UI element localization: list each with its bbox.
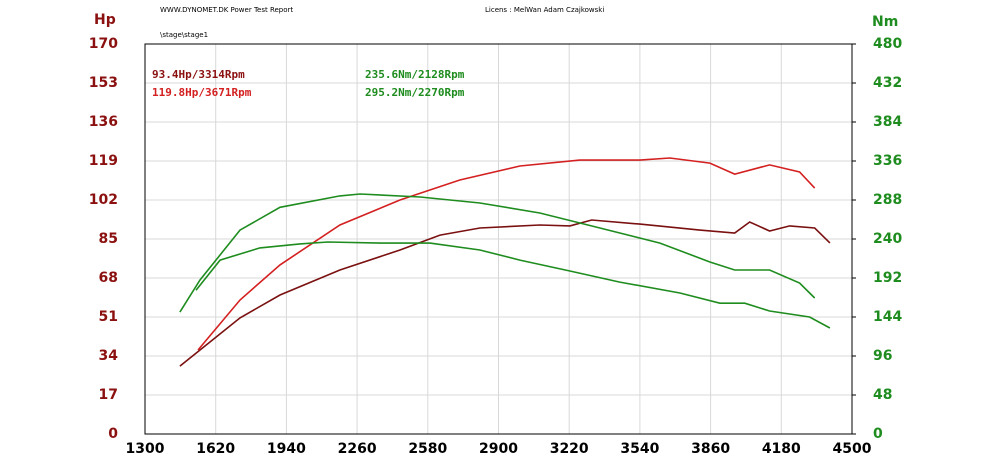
plot-frame bbox=[144, 43, 853, 435]
x-tick-label: 1620 bbox=[196, 441, 235, 457]
x-tick-label: 3220 bbox=[550, 441, 589, 457]
series-line bbox=[179, 193, 816, 313]
annotation: 93.4Hp/3314Rpm bbox=[152, 68, 245, 81]
y-tick-label: 0 bbox=[108, 426, 118, 442]
y-tick-label: 136 bbox=[89, 114, 118, 130]
y2-tick-label: 144 bbox=[873, 309, 902, 325]
y-tick-label: 119 bbox=[89, 153, 118, 169]
y-tick-label: 102 bbox=[89, 192, 118, 208]
y2-tick-label: 432 bbox=[873, 75, 902, 91]
series-line bbox=[195, 241, 831, 329]
y-axis-label: Hp bbox=[94, 12, 116, 28]
x-tick-label: 2580 bbox=[408, 441, 447, 457]
x-tick-label: 1300 bbox=[126, 441, 165, 457]
y-tick-label: 153 bbox=[89, 75, 118, 91]
y-tick-label: 17 bbox=[99, 387, 118, 403]
y2-tick-label: 336 bbox=[873, 153, 902, 169]
y2-tick-label: 96 bbox=[873, 348, 892, 364]
y-tick-label: 51 bbox=[99, 309, 118, 325]
y2-tick-label: 48 bbox=[873, 387, 892, 403]
y2-tick-label: 480 bbox=[873, 36, 902, 52]
annotation: 235.6Nm/2128Rpm bbox=[365, 68, 465, 81]
series-line bbox=[197, 157, 816, 351]
y-tick-label: 68 bbox=[99, 270, 118, 286]
annotation: 119.8Hp/3671Rpm bbox=[152, 86, 252, 99]
series-line bbox=[179, 219, 831, 367]
header-right: Licens : MelWan Adam Czajkowski bbox=[485, 6, 604, 14]
x-tick-label: 4500 bbox=[833, 441, 872, 457]
x-tick-label: 1940 bbox=[267, 441, 306, 457]
x-tick-label: 3860 bbox=[691, 441, 730, 457]
y2-tick-label: 240 bbox=[873, 231, 902, 247]
y-tick-label: 85 bbox=[99, 231, 118, 247]
y2-tick-label: 288 bbox=[873, 192, 902, 208]
y2-tick-label: 384 bbox=[873, 114, 902, 130]
annotation: 295.2Nm/2270Rpm bbox=[365, 86, 465, 99]
y2-axis-label: Nm bbox=[872, 14, 898, 30]
x-tick-label: 3540 bbox=[620, 441, 659, 457]
x-tick-label: 2260 bbox=[338, 441, 377, 457]
x-tick-label: 2900 bbox=[479, 441, 518, 457]
y2-tick-label: 192 bbox=[873, 270, 902, 286]
y2-tick-label: 0 bbox=[873, 426, 883, 442]
subtitle: \stage\stage1 bbox=[160, 31, 208, 39]
header-left: WWW.DYNOMET.DK Power Test Report bbox=[160, 6, 293, 14]
x-tick-label: 4180 bbox=[762, 441, 801, 457]
y-tick-label: 170 bbox=[89, 36, 118, 52]
y-tick-label: 34 bbox=[99, 348, 119, 364]
